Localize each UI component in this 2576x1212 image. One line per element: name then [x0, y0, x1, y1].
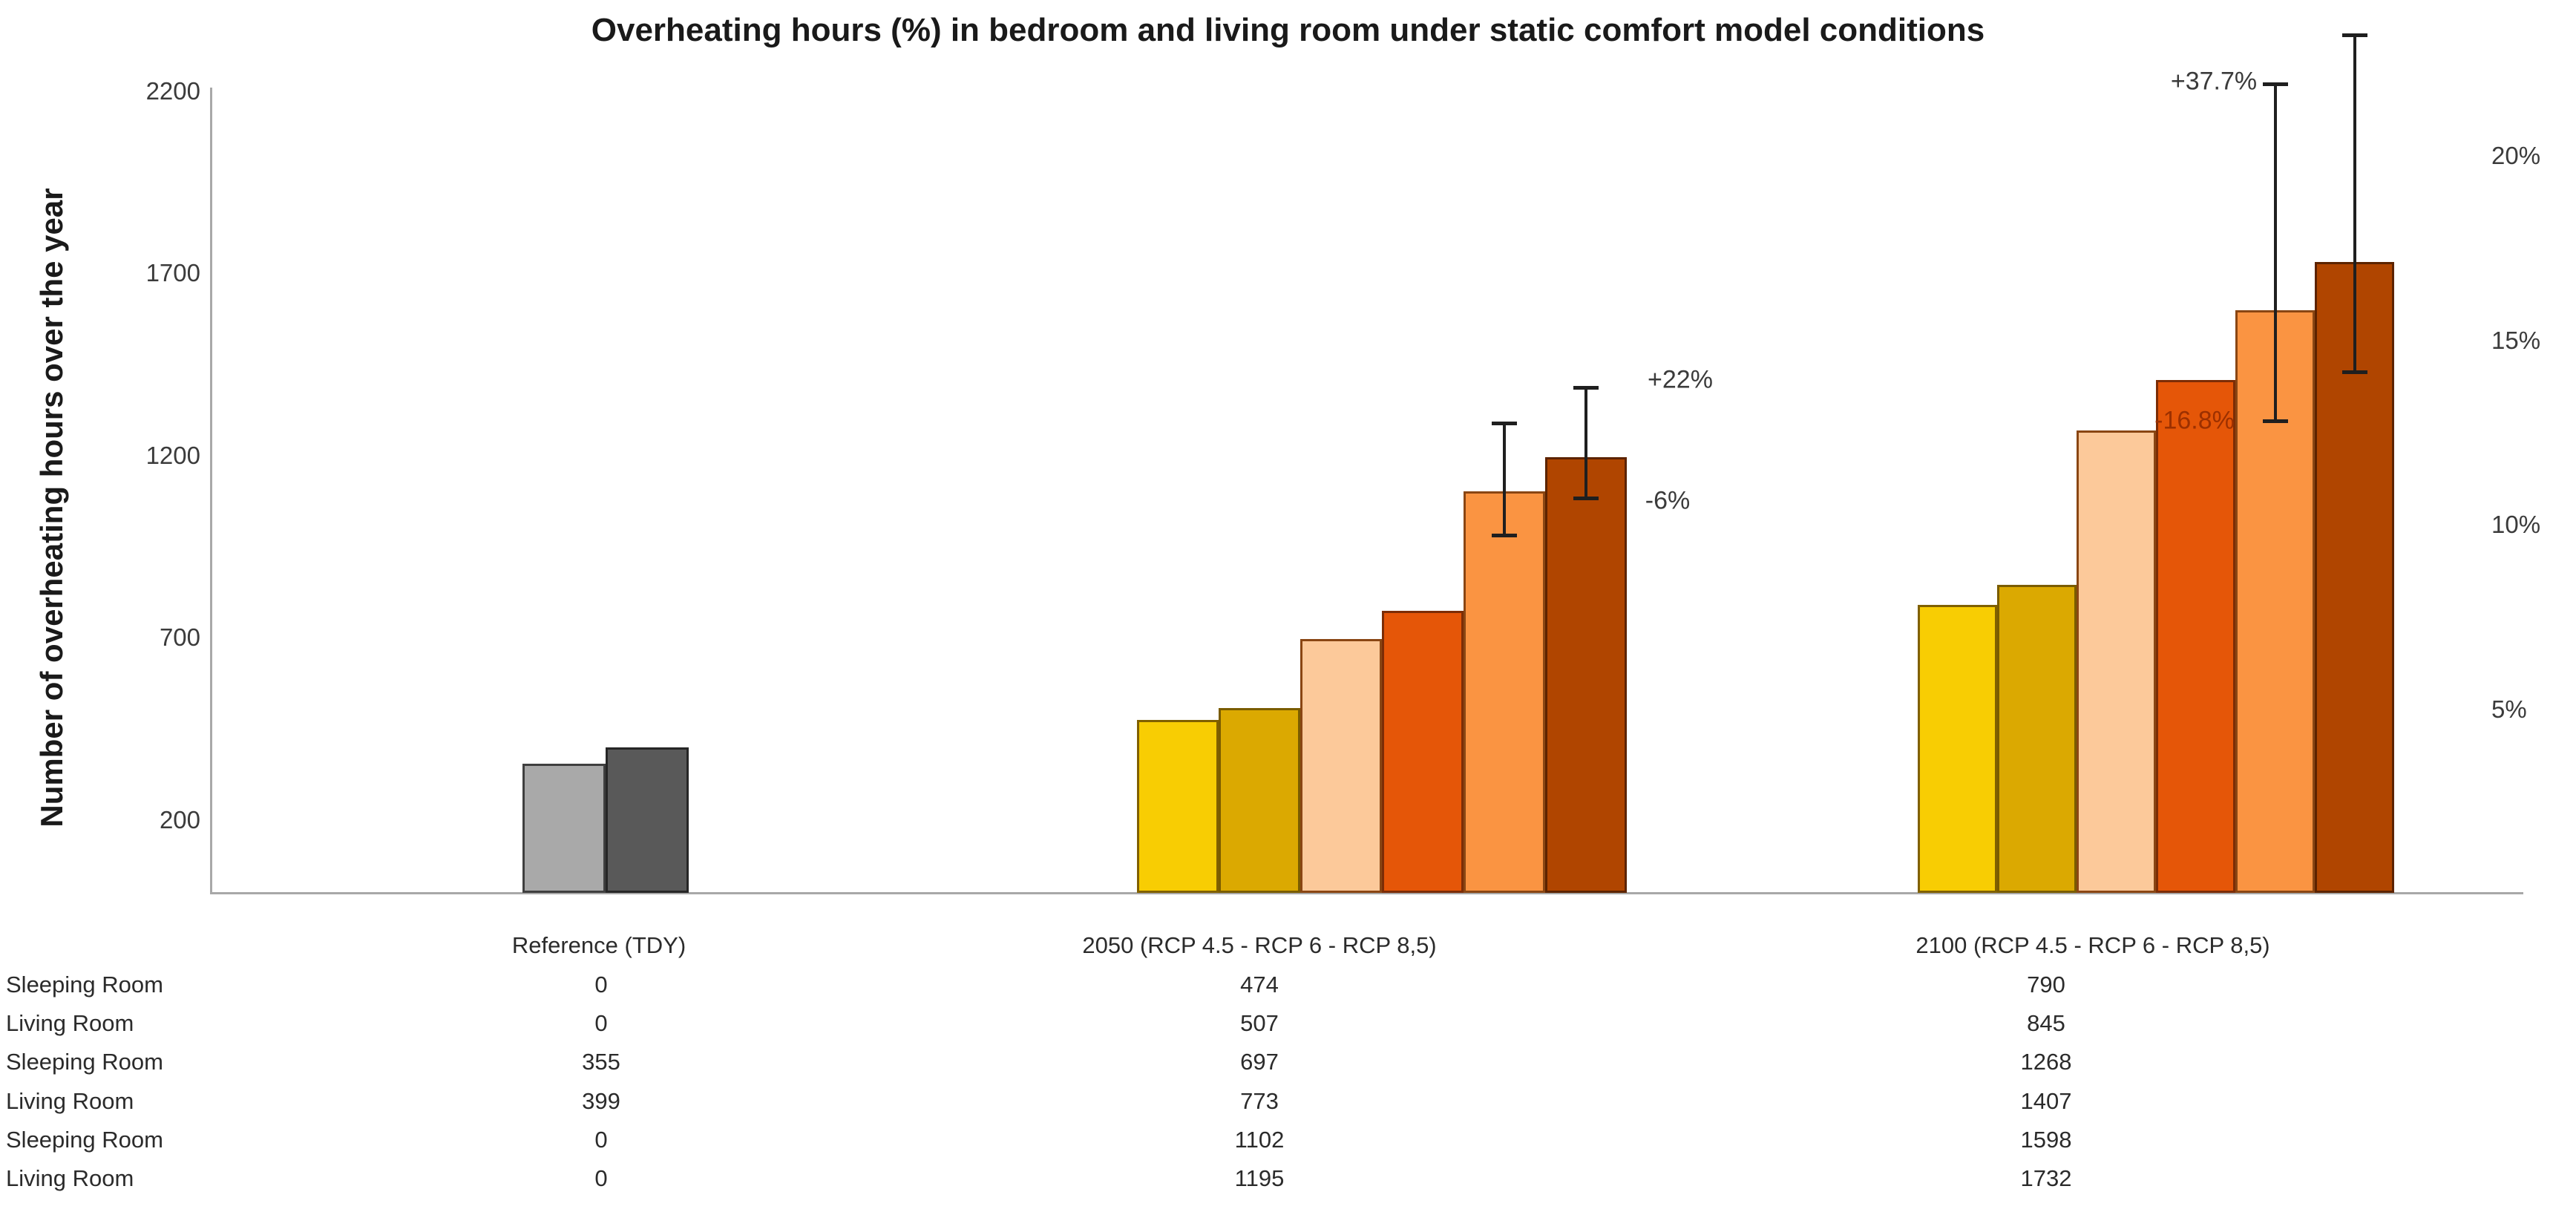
error-bar-cap-top [2262, 82, 2288, 86]
table-row-label: Living Room [6, 1165, 134, 1191]
bar [1137, 720, 1219, 893]
error-bar-cap-bottom [2262, 419, 2288, 424]
table-cell: 697 [1240, 1049, 1279, 1075]
bar [1464, 491, 1545, 893]
bar [2315, 261, 2394, 893]
table-cell: 0 [594, 972, 608, 998]
table-cell: 1102 [1234, 1126, 1285, 1153]
right-axis-tick-label: 15% [2491, 327, 2541, 355]
table-cell: 1195 [1234, 1165, 1285, 1191]
table-cell: 0 [594, 1126, 608, 1153]
y-axis-tick-label: 1200 [145, 441, 200, 469]
table-cell: 1268 [2020, 1049, 2072, 1075]
bar [606, 747, 689, 893]
bar [1545, 457, 1627, 893]
table-cell: 790 [2027, 972, 2065, 998]
annotation-label: -6% [1645, 486, 1691, 515]
table-cell: 355 [582, 1049, 620, 1075]
table-cell: 845 [2027, 1010, 2065, 1037]
bar [1300, 638, 1382, 893]
table-cell: 474 [1240, 972, 1279, 998]
annotation-label: -16.8% [2154, 406, 2235, 435]
bar [2077, 430, 2156, 893]
error-bar-line [1584, 387, 1587, 499]
right-axis-tick-label: 20% [2491, 142, 2541, 170]
table-column-header: 2050 (RCP 4.5 - RCP 6 - RCP 8,5) [1082, 932, 1437, 958]
table-cell: 507 [1240, 1010, 1279, 1037]
table-row-label: Sleeping Room [6, 1126, 163, 1153]
table-row-label: Living Room [6, 1010, 134, 1037]
error-bar-line [1503, 422, 1506, 536]
error-bar-cap-top [1573, 385, 1599, 390]
y-axis-tick-label: 2200 [145, 76, 200, 105]
y-axis-tick-label: 200 [159, 805, 200, 833]
bar [2156, 380, 2235, 893]
bar [1219, 708, 1300, 893]
table-cell: 1598 [2020, 1126, 2072, 1153]
table-cell: 1407 [2020, 1087, 2072, 1114]
bar [1382, 611, 1464, 893]
annotation-label: +22% [1648, 365, 1713, 394]
error-bar-cap-bottom [2341, 370, 2367, 375]
error-bar-line [2273, 83, 2277, 422]
table-cell: 399 [582, 1087, 620, 1114]
annotation-label: +37.7% [2170, 67, 2258, 96]
table-row-label: Sleeping Room [6, 1049, 163, 1075]
bar [1997, 585, 2077, 893]
error-bar-cap-top [1492, 421, 1517, 425]
chart-title: Overheating hours (%) in bedroom and liv… [591, 12, 1985, 48]
y-axis-line [210, 88, 212, 893]
bar [522, 763, 606, 893]
y-axis-tick-label: 1700 [145, 259, 200, 287]
table-row-label: Sleeping Room [6, 972, 163, 998]
error-bar-line [2353, 35, 2356, 373]
table-cell: 0 [594, 1010, 608, 1037]
right-axis-tick-label: 10% [2491, 511, 2541, 539]
table-column-header: Reference (TDY) [511, 932, 686, 958]
table-cell: 0 [594, 1165, 608, 1191]
error-bar-cap-bottom [1573, 497, 1599, 501]
right-axis-tick-label: 5% [2491, 695, 2527, 724]
table-cell: 773 [1240, 1087, 1279, 1114]
bar [1918, 605, 1997, 893]
error-bar-cap-top [2341, 33, 2367, 38]
x-axis-line [210, 892, 2523, 894]
table-column-header: 2100 (RCP 4.5 - RCP 6 - RCP 8,5) [1915, 932, 2270, 958]
table-cell: 1732 [2020, 1165, 2072, 1191]
y-axis-tick-label: 700 [159, 623, 200, 652]
table-row-label: Living Room [6, 1087, 134, 1114]
error-bar-cap-bottom [1492, 533, 1517, 537]
